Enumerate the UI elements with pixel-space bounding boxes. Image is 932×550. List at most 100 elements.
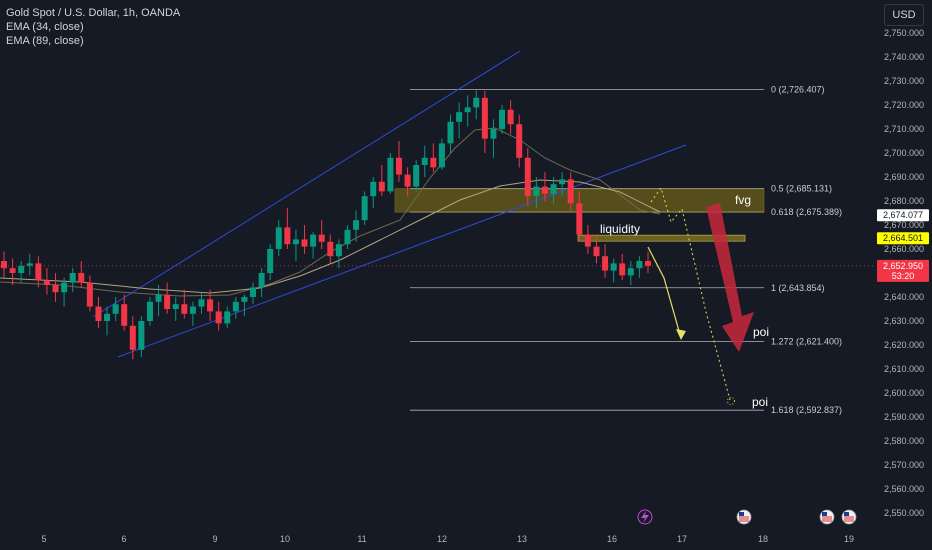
candle-body (387, 157, 394, 192)
price-tick-label: 2,710.000 (884, 124, 924, 134)
time-tick-label: 16 (607, 534, 617, 544)
candle-body (9, 268, 16, 273)
candle-body (473, 97, 480, 108)
candle-body (344, 229, 351, 245)
candle-body (112, 304, 119, 314)
fvg-label: fvg (735, 193, 751, 207)
candle-body (335, 244, 342, 257)
candle-body (370, 181, 377, 197)
candle-body (481, 97, 488, 139)
candle-body (584, 234, 591, 247)
candle-body (541, 186, 548, 194)
price-tick-label: 2,740.000 (884, 52, 924, 62)
candle-body (18, 265, 25, 273)
price-tick-label: 2,660.000 (884, 244, 924, 254)
candle-body (516, 124, 523, 158)
candle-body (353, 220, 360, 230)
channel-lower-line (117, 144, 687, 358)
time-tick-label: 17 (677, 534, 687, 544)
price-tick-label: 2,600.000 (884, 388, 924, 398)
us-event-icon[interactable] (841, 509, 857, 525)
us-flag-canton (844, 512, 849, 516)
candle-body (464, 107, 471, 113)
price-badge-value: 2,664.501 (883, 233, 923, 243)
candle-body (456, 112, 463, 122)
event-icons (637, 509, 857, 525)
lightning-circle (637, 509, 653, 525)
candle-body (35, 263, 42, 281)
candle-body (146, 301, 153, 321)
candle-body (275, 227, 282, 249)
symbol-title[interactable]: Gold Spot / U.S. Dollar, 1h, OANDA (6, 7, 181, 19)
candle-body (447, 121, 454, 144)
fib-level-label: 1 (2,643.854) (771, 283, 825, 293)
us-event-icon[interactable] (819, 509, 835, 525)
candle-body (52, 285, 59, 293)
price-axis-badge (877, 259, 929, 282)
projection-arrows (647, 186, 754, 405)
candle-body (602, 256, 609, 271)
time-tick-label: 13 (517, 534, 527, 544)
chart-legend: Gold Spot / U.S. Dollar, 1h, OANDA EMA (… (6, 6, 180, 48)
annotation-labels: fvg liquidity poi poi (600, 193, 769, 409)
us-flag-canton (822, 512, 827, 516)
candle-body (524, 157, 531, 197)
candle-body (292, 239, 299, 245)
price-axis-badge (877, 232, 929, 245)
candle-body (155, 294, 162, 302)
candle-body (164, 294, 171, 309)
candle-body (198, 299, 205, 307)
fib-level-label: 1.272 (2,621.400) (771, 337, 842, 347)
us-event-icon[interactable] (736, 509, 752, 525)
fib-level-label: 0 (2,726.407) (771, 85, 825, 95)
yellow-arrowhead (676, 329, 686, 340)
candle-body (438, 143, 445, 168)
time-tick-label: 10 (280, 534, 290, 544)
candle-body (395, 157, 402, 175)
candles (1, 90, 651, 360)
candle-body (267, 249, 274, 273)
currency-button[interactable]: USD (884, 4, 924, 26)
candle-body (490, 129, 497, 139)
price-tick-label: 2,570.000 (884, 460, 924, 470)
candle-body (207, 299, 214, 312)
candle-body (69, 273, 76, 283)
ema-34-legend[interactable]: EMA (34, close) (6, 21, 84, 33)
candle-body (301, 239, 308, 247)
price-axis: 2,750.000 2,740.000 2,730.000 2,720.000 2,71… (876, 0, 932, 550)
candle-body (232, 301, 239, 312)
dotted-projection-path (650, 186, 731, 401)
poi-label-lower: poi (752, 395, 768, 409)
candle-body (26, 263, 33, 266)
candle-body (378, 181, 385, 192)
price-tick-label: 2,560.000 (884, 484, 924, 494)
price-tick-label: 2,720.000 (884, 100, 924, 110)
candle-body (310, 234, 317, 247)
candle-body (645, 261, 651, 266)
price-badge-value: 2,652.950 (883, 261, 923, 271)
candle-body (129, 325, 136, 350)
candle-body (327, 241, 334, 257)
candle-body (121, 304, 128, 326)
time-tick-label: 18 (758, 534, 768, 544)
candle-body (1, 261, 7, 269)
lightning-event-icon[interactable] (637, 509, 653, 525)
yellow-projection-arrow (647, 246, 682, 339)
candle-body (361, 196, 368, 221)
candle-body (430, 157, 437, 168)
price-tick-label: 2,630.000 (884, 316, 924, 326)
candle-body (78, 273, 85, 283)
price-tick-label: 2,750.000 (884, 28, 924, 38)
price-tick-label: 2,680.000 (884, 196, 924, 206)
ema-89-legend[interactable]: EMA (89, close) (6, 35, 84, 47)
candle-body (413, 165, 420, 187)
price-badge-value: 2,674.077 (883, 210, 923, 220)
price-axis-badge (877, 209, 929, 222)
price-tick-label: 2,610.000 (884, 364, 924, 374)
channel-upper-line (92, 50, 521, 318)
candle-body (43, 280, 50, 285)
time-tick-label: 9 (212, 534, 217, 544)
price-tick-label: 2,550.000 (884, 508, 924, 518)
candle-body (215, 311, 222, 324)
